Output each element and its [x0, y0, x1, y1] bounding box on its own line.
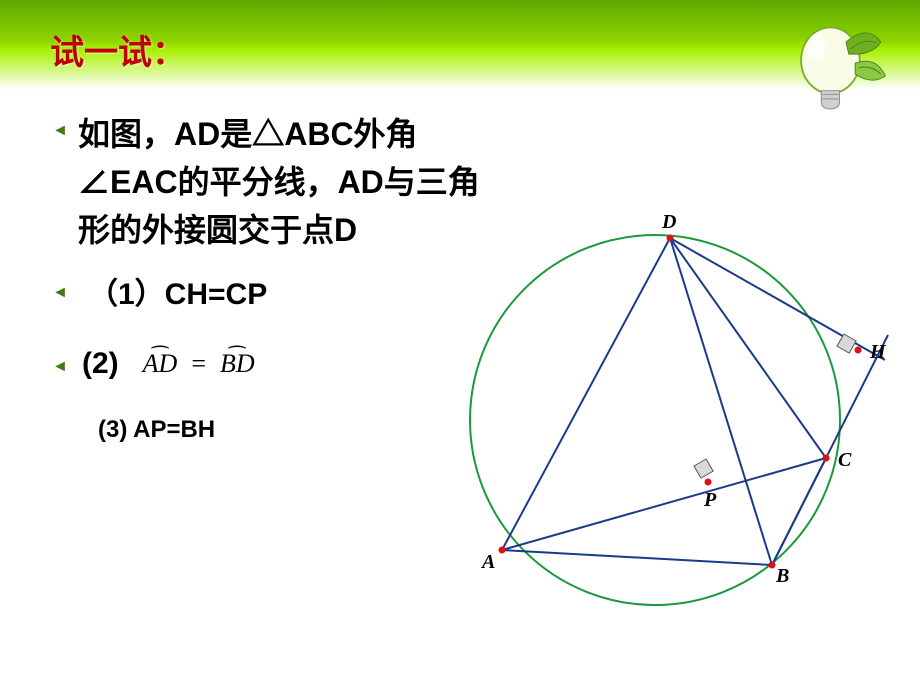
slide-title: 试一试：: [50, 25, 186, 74]
arc-AD: AD: [143, 349, 178, 379]
lightbulb-leaf-icon: [780, 10, 890, 120]
slide-header: 试一试：: [0, 0, 920, 90]
svg-text:B: B: [775, 565, 789, 587]
svg-text:A: A: [480, 551, 495, 573]
svg-text:C: C: [838, 449, 852, 471]
svg-text:D: D: [661, 211, 676, 233]
svg-text:H: H: [869, 341, 887, 363]
item2-formula: AD = BD: [143, 349, 255, 379]
equals-sign: =: [191, 349, 206, 379]
arc-BD: BD: [220, 349, 255, 379]
geometry-diagram: D A B C P H: [430, 200, 900, 640]
item2-prefix: (2): [82, 341, 119, 386]
bullet-icon: ◄: [50, 352, 70, 382]
svg-text:P: P: [703, 489, 717, 511]
bullet-icon: ◄: [50, 278, 70, 308]
item1-text: （1）CH=CP: [88, 272, 267, 317]
bullet-icon: ◄: [50, 116, 70, 146]
